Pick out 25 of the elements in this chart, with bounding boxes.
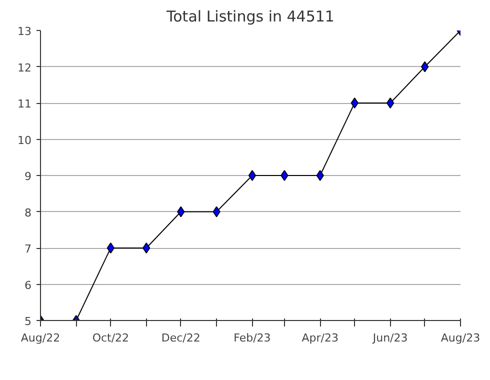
y-tick-label: 7 <box>24 242 32 256</box>
point <box>280 170 288 181</box>
point <box>106 242 115 254</box>
x-tick-label: Jun/23 <box>372 332 408 344</box>
y-tick-label: 5 <box>24 315 32 328</box>
x-tick-label: Dec/22 <box>161 332 200 344</box>
point <box>248 170 256 181</box>
x-tick-label: Feb/23 <box>234 332 271 344</box>
y-tick-label: 6 <box>24 278 32 292</box>
y-tick-label: 13 <box>18 25 32 38</box>
point <box>316 170 324 181</box>
point <box>142 242 150 254</box>
y-tick-label: 9 <box>24 170 32 183</box>
x-tick-label: Aug/22 <box>20 332 60 344</box>
x-tick-label: Oct/22 <box>92 332 130 344</box>
y-tick-label: 8 <box>24 206 32 220</box>
point <box>350 98 358 108</box>
y-tick-label: 10 <box>18 134 32 147</box>
x-tick-label: Apr/23 <box>302 332 338 344</box>
y-tick-label: 11 <box>18 98 32 110</box>
x-tick-label: Aug/23 <box>440 332 480 344</box>
y-tick-label: 12 <box>18 61 32 74</box>
chart-title: Total Listings in 44511 <box>166 8 334 26</box>
point <box>420 61 429 72</box>
point <box>386 98 394 108</box>
